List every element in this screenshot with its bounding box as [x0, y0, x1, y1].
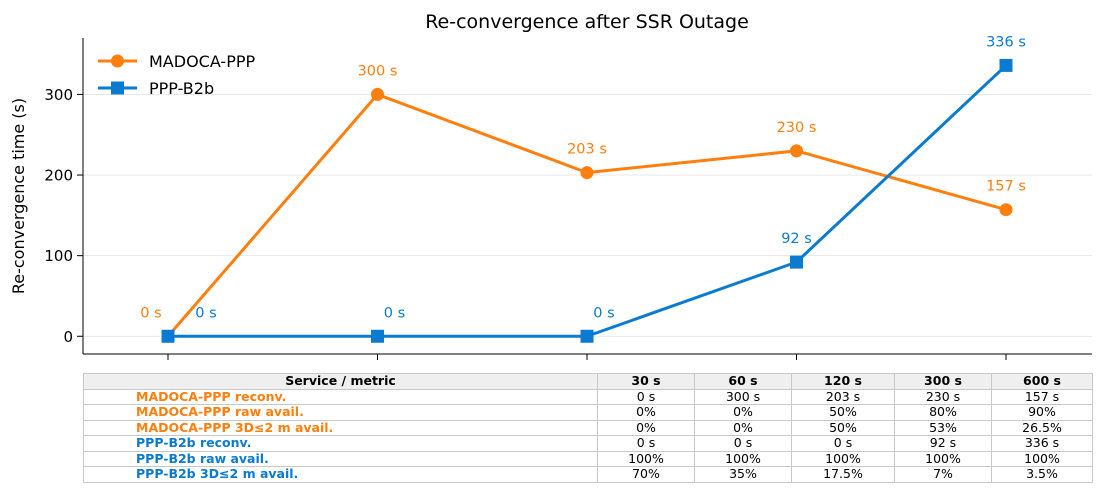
table-cell: 100%	[791, 450, 895, 467]
table-metric-label: PPP-B2b reconv.	[83, 435, 598, 452]
table-cell: 100%	[894, 450, 992, 467]
legend-entry: MADOCA-PPP	[149, 52, 256, 71]
table-cell: 50%	[791, 419, 895, 436]
table-cell: 0%	[694, 404, 792, 421]
table-metric-label: PPP-B2b 3D≤2 m avail.	[83, 466, 598, 483]
data-label: 157 s	[986, 179, 1026, 195]
table-cell: 92 s	[894, 435, 992, 452]
table-header-cell: 30 s	[597, 373, 695, 390]
legend: MADOCA-PPP PPP-B2b	[98, 52, 256, 98]
table-header-cell: 300 s	[894, 373, 992, 390]
data-point	[999, 203, 1013, 217]
table-metric-label: MADOCA-PPP 3D≤2 m avail.	[83, 419, 598, 436]
table-header-row: Service / metric 30 s 60 s 120 s 300 s 600 s	[83, 373, 1093, 390]
data-point	[580, 166, 594, 180]
table-cell: 157 s	[991, 388, 1093, 405]
chart: Re-convergence after SSR Outage Re-conve…	[9, 11, 1092, 360]
table-body: MADOCA-PPP reconv. 0 s 300 s 203 s 230 s 157 …	[83, 388, 1093, 483]
y-tick-label: 200	[44, 167, 73, 185]
table-metric-label: MADOCA-PPP reconv.	[83, 388, 598, 405]
data-point	[161, 329, 175, 343]
table-cell: 26.5%	[991, 419, 1093, 436]
grid	[83, 94, 1092, 337]
table-cell: 35%	[694, 466, 792, 483]
table-row: PPP-B2b raw avail. 100% 100% 100% 100% 100%	[83, 450, 1093, 467]
table-header-cell: 600 s	[991, 373, 1093, 390]
series-layer	[161, 58, 1013, 343]
data-label: 0 s	[384, 305, 405, 321]
series-line-ppp-b2b	[168, 64, 1008, 338]
table-cell: 0 s	[597, 388, 695, 405]
table-cell: 0%	[597, 419, 695, 436]
table-cell: 50%	[791, 404, 895, 421]
data-label: 336 s	[986, 34, 1026, 50]
table-cell: 80%	[894, 404, 992, 421]
y-tick-label: 100	[44, 247, 73, 265]
table-cell: 100%	[597, 450, 695, 467]
legend-marker	[111, 81, 124, 95]
data-label: 230 s	[777, 120, 817, 136]
series-line-madoca-ppp	[166, 92, 1007, 338]
table-header-cell: 60 s	[694, 373, 792, 390]
axes: 0 100 200 300	[44, 38, 1092, 360]
table-row: PPP-B2b 3D≤2 m avail. 70% 35% 17.5% 7% 3.5%	[83, 466, 1093, 483]
data-point	[371, 87, 384, 101]
table-metric-label: MADOCA-PPP raw avail.	[83, 404, 598, 421]
table-cell: 90%	[991, 404, 1093, 421]
data-label: 92 s	[781, 231, 812, 247]
table-cell: 3.5%	[991, 466, 1093, 483]
data-point	[790, 255, 803, 269]
table-cell: 336 s	[991, 435, 1093, 452]
table-cell: 70%	[597, 466, 695, 483]
table-cell: 230 s	[894, 388, 992, 405]
data-label: 0 s	[140, 305, 161, 321]
table-cell: 100%	[991, 450, 1093, 467]
legend-entry: PPP-B2b	[149, 79, 214, 98]
table-cell: 0 s	[597, 435, 695, 452]
data-point	[999, 58, 1013, 72]
table-cell: 300 s	[694, 388, 792, 405]
table-row: MADOCA-PPP 3D≤2 m avail. 0% 0% 50% 53% 26.5%	[83, 419, 1093, 436]
table-row: MADOCA-PPP reconv. 0 s 300 s 203 s 230 s 157 …	[83, 388, 1093, 405]
data-point	[371, 329, 384, 343]
table-row: MADOCA-PPP raw avail. 0% 0% 50% 80% 90%	[83, 404, 1093, 421]
chart-title: Re-convergence after SSR Outage	[425, 11, 749, 33]
table-header-cell: 120 s	[791, 373, 895, 390]
table-cell: 0 s	[791, 435, 895, 452]
data-table: Service / metric 30 s 60 s 120 s 300 s 600 s …	[83, 373, 1093, 483]
table-cell: 100%	[694, 450, 792, 467]
data-point	[790, 144, 803, 158]
table-cell: 7%	[894, 466, 992, 483]
table-cell: 53%	[894, 419, 992, 436]
y-tick-label: 0	[63, 328, 73, 346]
data-point	[580, 329, 594, 343]
table-cell: 17.5%	[791, 466, 895, 483]
table-cell: 0%	[597, 404, 695, 421]
table-metric-label: PPP-B2b raw avail.	[83, 450, 598, 467]
data-label: 300 s	[358, 63, 398, 79]
y-axis-label: Re-convergence time (s)	[9, 98, 28, 294]
table-header-metric: Service / metric	[83, 373, 598, 390]
table-cell: 203 s	[791, 388, 895, 405]
y-tick-label: 300	[44, 86, 73, 104]
table-cell: 0 s	[694, 435, 792, 452]
data-label: 0 s	[593, 305, 614, 321]
data-label: 203 s	[567, 142, 607, 158]
data-labels: 0 s 300 s 203 s 230 s 157 s 0 s 0 s 0 s 92 s 336 …	[140, 34, 1026, 321]
data-label: 0 s	[195, 305, 216, 321]
legend-marker	[111, 54, 124, 68]
table-cell: 0%	[694, 419, 792, 436]
